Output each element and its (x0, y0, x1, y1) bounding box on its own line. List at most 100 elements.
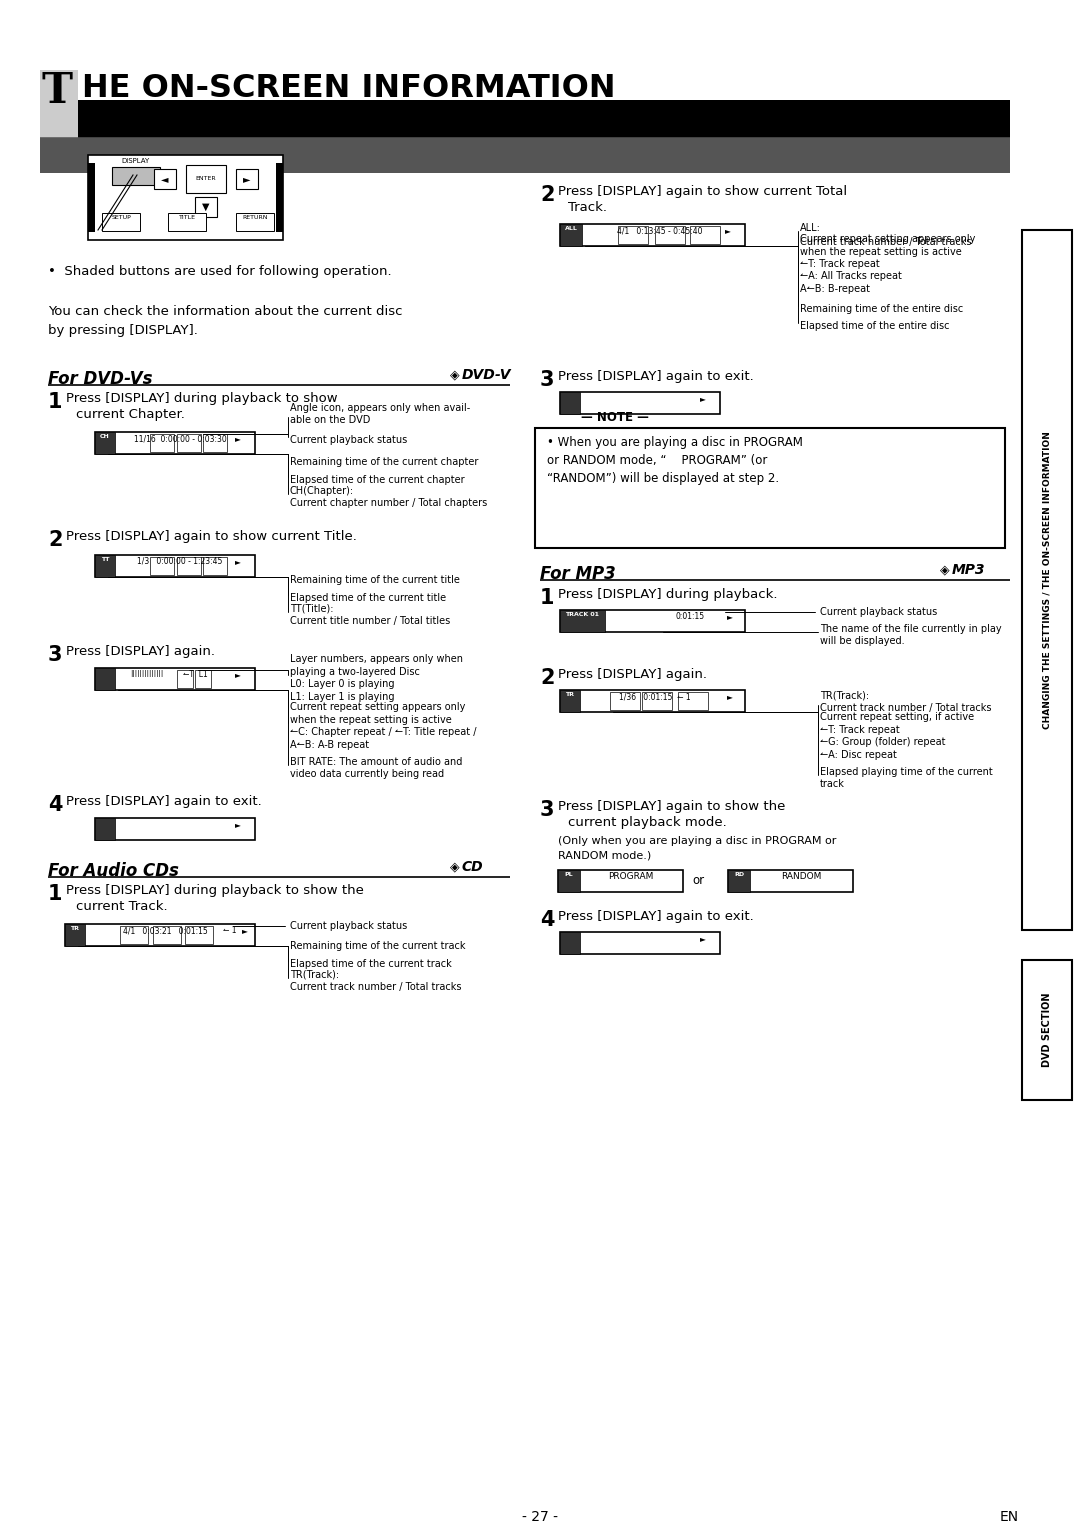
Bar (728, 869, 853, 892)
Bar (561, 393, 580, 414)
Bar (112, 167, 160, 185)
Text: Elapsed playing time of the current
track: Elapsed playing time of the current trac… (820, 767, 993, 788)
Text: DISPLAY: DISPLAY (122, 157, 150, 163)
Text: PL: PL (565, 872, 573, 877)
Text: Press [DISPLAY] during playback.: Press [DISPLAY] during playback. (558, 588, 778, 601)
Bar (95, 432, 114, 454)
Bar (237, 170, 258, 189)
Text: 1/3   0:00:00 - 1:23:45: 1/3 0:00:00 - 1:23:45 (137, 558, 222, 565)
Text: ↼T  L1: ↼T L1 (183, 669, 207, 678)
Text: ►: ► (235, 669, 241, 678)
Bar (195, 197, 217, 217)
Bar (95, 555, 255, 578)
Bar (237, 212, 274, 231)
Text: 2: 2 (540, 668, 554, 688)
Text: ◈: ◈ (450, 860, 460, 872)
Text: Current playback status: Current playback status (291, 435, 407, 445)
Text: - 27 -: - 27 - (522, 1510, 558, 1523)
Bar (168, 212, 206, 231)
Text: CHANGING THE SETTINGS / THE ON-SCREEN INFORMATION: CHANGING THE SETTINGS / THE ON-SCREEN IN… (1042, 431, 1052, 729)
Text: TT: TT (100, 558, 109, 562)
Text: 4/1   0:03:21   0:01:15: 4/1 0:03:21 0:01:15 (123, 926, 207, 935)
Text: ►: ► (727, 692, 733, 701)
Bar (558, 869, 580, 892)
Text: 1: 1 (48, 885, 63, 905)
Text: ►: ► (235, 558, 241, 565)
Text: ◈: ◈ (940, 562, 949, 576)
Bar (642, 692, 672, 711)
Bar (1022, 960, 1072, 1100)
Text: DVD SECTION: DVD SECTION (1042, 993, 1052, 1067)
Bar (95, 432, 255, 454)
Text: HE ON-SCREEN INFORMATION: HE ON-SCREEN INFORMATION (82, 73, 616, 104)
Text: 1: 1 (48, 393, 63, 413)
Text: ►: ► (235, 434, 241, 443)
Text: 4: 4 (48, 795, 63, 814)
Bar (177, 669, 193, 688)
Text: MP3: MP3 (951, 562, 986, 578)
Text: ►: ► (235, 821, 241, 830)
Text: You can check the information about the current disc
by pressing [DISPLAY].: You can check the information about the … (48, 306, 403, 338)
Text: TR: TR (70, 926, 80, 931)
Text: For DVD-Vs: For DVD-Vs (48, 370, 152, 388)
Bar (40, 99, 1010, 138)
Bar (40, 70, 78, 138)
Text: 1: 1 (540, 588, 554, 608)
Bar (1022, 231, 1072, 931)
Text: T: T (41, 70, 72, 112)
Text: TRACK 01: TRACK 01 (565, 613, 599, 617)
Text: PROGRAM: PROGRAM (608, 872, 653, 882)
Text: • When you are playing a disc in PROGRAM
or RANDOM mode, “    PROGRAM” (or
“RAND: • When you are playing a disc in PROGRAM… (546, 435, 802, 484)
Text: Elapsed time of the entire disc: Elapsed time of the entire disc (800, 321, 949, 332)
Text: BIT RATE: The amount of audio and
video data currently being read: BIT RATE: The amount of audio and video … (291, 756, 462, 779)
Text: Remaining time of the entire disc: Remaining time of the entire disc (800, 304, 963, 313)
Bar (95, 817, 114, 840)
Text: The name of the file currently in play
will be displayed.: The name of the file currently in play w… (820, 623, 1001, 646)
Bar (195, 669, 211, 688)
Text: ►: ► (727, 613, 733, 620)
Bar (185, 926, 213, 944)
Bar (120, 926, 148, 944)
Text: 4/1   0:13:45 - 0:45:40: 4/1 0:13:45 - 0:45:40 (618, 226, 703, 235)
Bar (154, 170, 176, 189)
Text: Press [DISPLAY] again to show current Total: Press [DISPLAY] again to show current To… (558, 185, 847, 199)
Text: Current repeat setting appears only
when the repeat setting is active
↼T: Track : Current repeat setting appears only when… (800, 234, 975, 293)
Text: ►: ► (725, 226, 731, 235)
Bar (150, 558, 174, 575)
Text: 1/36   0:01:15  ↼ 1: 1/36 0:01:15 ↼ 1 (619, 692, 691, 701)
Text: CD: CD (462, 860, 484, 874)
Text: ►: ► (700, 934, 706, 943)
Text: 11/16  0:00:00 - 0:03:30: 11/16 0:00:00 - 0:03:30 (134, 434, 227, 443)
Text: 3: 3 (540, 370, 554, 390)
Text: Remaining time of the current track: Remaining time of the current track (291, 941, 465, 950)
Text: DVD-V: DVD-V (462, 368, 512, 382)
Text: SETUP: SETUP (111, 215, 131, 220)
Bar (276, 163, 283, 232)
Text: For Audio CDs: For Audio CDs (48, 862, 179, 880)
Bar (575, 416, 654, 426)
Text: or: or (692, 874, 704, 888)
Bar (102, 212, 140, 231)
Text: 4: 4 (540, 911, 554, 931)
Text: Current playback status: Current playback status (820, 607, 937, 617)
Text: Press [DISPLAY] again to exit.: Press [DISPLAY] again to exit. (558, 911, 754, 923)
Bar (177, 434, 201, 452)
Text: For MP3: For MP3 (540, 565, 616, 584)
Text: ENTER: ENTER (195, 177, 216, 182)
Text: 2: 2 (48, 530, 63, 550)
Text: Current repeat setting, if active
↼T: Track repeat
↼G: Group (folder) repeat
↼A:: Current repeat setting, if active ↼T: Tr… (820, 712, 974, 759)
Bar (618, 226, 648, 244)
Bar (203, 558, 227, 575)
Bar (561, 225, 582, 246)
Bar (610, 692, 640, 711)
Bar (561, 932, 580, 953)
Text: ▼: ▼ (202, 202, 210, 212)
Bar (690, 226, 720, 244)
Text: ►: ► (700, 394, 706, 403)
Text: Current playback status: Current playback status (291, 921, 407, 931)
Text: EN: EN (1000, 1510, 1020, 1523)
Text: Press [DISPLAY] during playback to show the: Press [DISPLAY] during playback to show … (66, 885, 364, 897)
Text: RETURN: RETURN (242, 215, 268, 220)
Text: TITLE: TITLE (178, 215, 195, 220)
Bar (65, 924, 255, 946)
